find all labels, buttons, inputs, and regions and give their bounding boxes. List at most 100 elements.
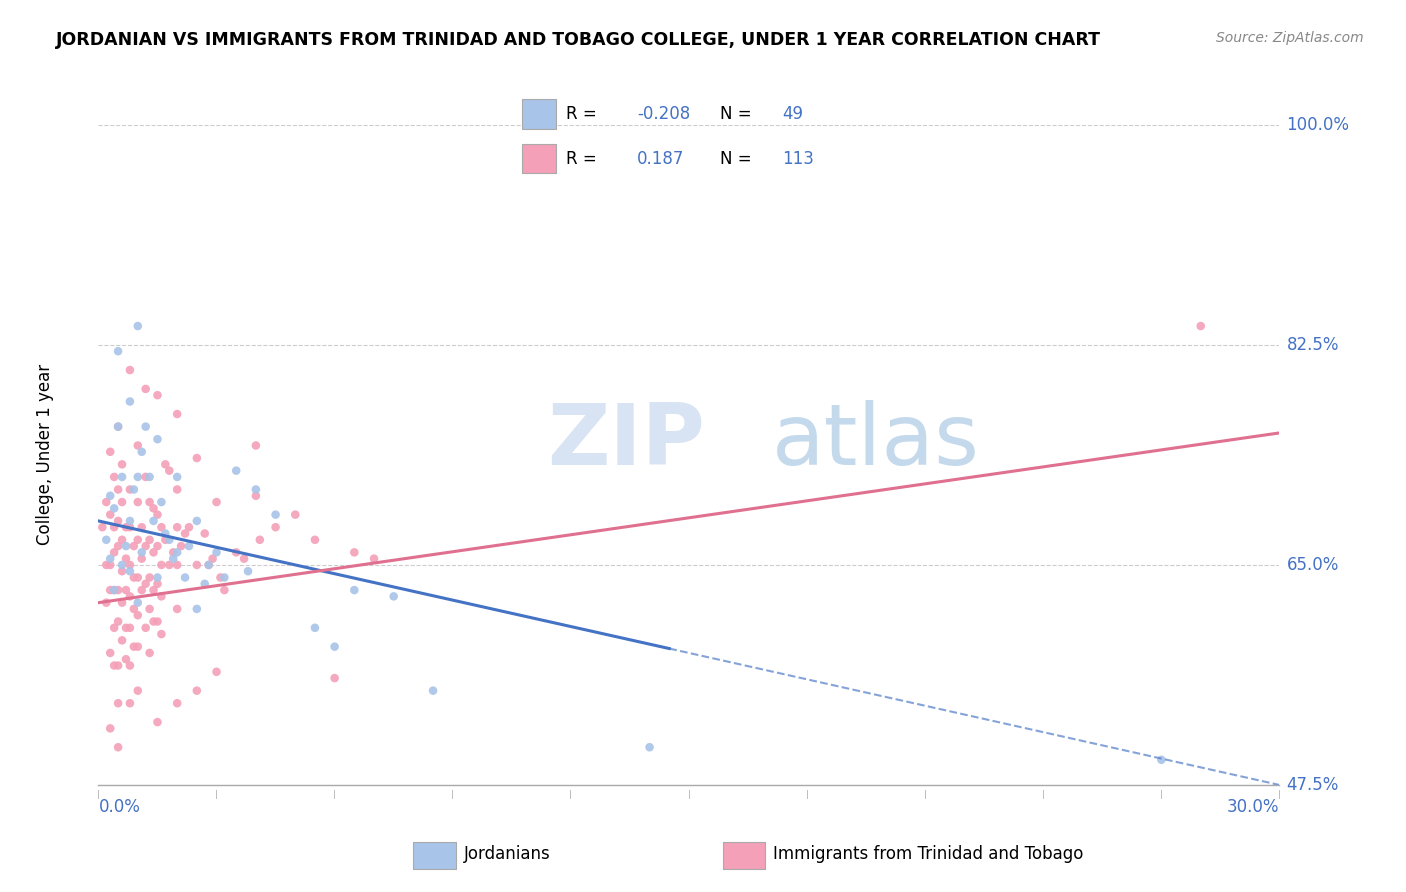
Point <box>107 615 129 629</box>
Text: |: | <box>1160 790 1163 799</box>
Point <box>214 583 236 598</box>
Point <box>135 576 157 591</box>
Point <box>209 570 232 584</box>
Point <box>98 508 121 522</box>
Point <box>107 419 129 434</box>
Point <box>205 665 228 679</box>
Point <box>122 539 145 553</box>
Point <box>1150 753 1173 767</box>
Point <box>142 545 165 559</box>
Point <box>111 495 134 509</box>
Point <box>103 583 125 598</box>
Point <box>122 570 145 584</box>
Text: |: | <box>688 790 690 799</box>
Point <box>150 627 173 641</box>
Point <box>233 551 256 566</box>
Point <box>111 558 134 572</box>
Point <box>205 495 228 509</box>
Point <box>142 514 165 528</box>
Point <box>103 470 125 484</box>
Point <box>177 520 200 534</box>
Point <box>343 583 366 598</box>
Point <box>131 545 153 559</box>
FancyBboxPatch shape <box>523 98 557 128</box>
Point <box>225 545 247 559</box>
Text: Jordanians: Jordanians <box>464 845 550 863</box>
Point <box>135 539 157 553</box>
Text: 113: 113 <box>782 150 814 168</box>
Text: 82.5%: 82.5% <box>1286 336 1339 354</box>
Point <box>162 545 184 559</box>
Point <box>118 564 141 578</box>
Point <box>118 363 141 377</box>
Text: College, Under 1 year: College, Under 1 year <box>37 364 55 546</box>
Point <box>138 470 160 484</box>
Point <box>422 683 444 698</box>
Point <box>115 652 138 666</box>
Text: |: | <box>97 790 100 799</box>
Point <box>118 621 141 635</box>
Point <box>111 596 134 610</box>
Point <box>1189 319 1212 334</box>
Point <box>96 495 118 509</box>
Point <box>111 458 134 472</box>
FancyBboxPatch shape <box>723 842 765 869</box>
Point <box>166 407 188 421</box>
Point <box>146 570 169 584</box>
Point <box>127 570 149 584</box>
Point <box>127 470 149 484</box>
Point <box>122 483 145 497</box>
Point <box>115 551 138 566</box>
Point <box>236 564 259 578</box>
Point <box>245 483 267 497</box>
Point <box>264 520 287 534</box>
Point <box>146 539 169 553</box>
Text: 49: 49 <box>782 104 803 122</box>
Point <box>98 551 121 566</box>
Point <box>127 533 149 547</box>
Point <box>127 608 149 623</box>
Point <box>638 740 661 755</box>
Text: 30.0%: 30.0% <box>1227 798 1279 816</box>
Text: atlas: atlas <box>772 401 980 483</box>
Text: N =: N = <box>720 104 752 122</box>
Text: |: | <box>924 790 927 799</box>
Point <box>146 508 169 522</box>
Point <box>111 633 134 648</box>
Point <box>382 590 405 604</box>
Point <box>107 483 129 497</box>
Point <box>150 495 173 509</box>
Text: 47.5%: 47.5% <box>1286 776 1339 794</box>
Point <box>98 646 121 660</box>
Point <box>225 464 247 478</box>
Point <box>127 596 149 610</box>
Point <box>205 545 228 559</box>
Point <box>107 740 129 755</box>
Point <box>127 495 149 509</box>
Point <box>103 658 125 673</box>
Point <box>343 545 366 559</box>
Point <box>107 539 129 553</box>
Point <box>166 558 188 572</box>
Point <box>98 558 121 572</box>
Text: |: | <box>451 790 454 799</box>
Point <box>186 558 208 572</box>
Point <box>245 438 267 452</box>
FancyBboxPatch shape <box>413 842 456 869</box>
Point <box>186 451 208 466</box>
Text: |: | <box>215 790 218 799</box>
Point <box>91 520 114 534</box>
Point <box>115 583 138 598</box>
Point <box>166 545 188 559</box>
Text: |: | <box>333 790 336 799</box>
Point <box>155 533 177 547</box>
Point <box>284 508 307 522</box>
Point <box>166 470 188 484</box>
Point <box>118 483 141 497</box>
Point <box>201 551 224 566</box>
Point <box>96 558 118 572</box>
Point <box>127 683 149 698</box>
Text: Source: ZipAtlas.com: Source: ZipAtlas.com <box>1216 31 1364 45</box>
Point <box>127 640 149 654</box>
Point <box>146 388 169 402</box>
